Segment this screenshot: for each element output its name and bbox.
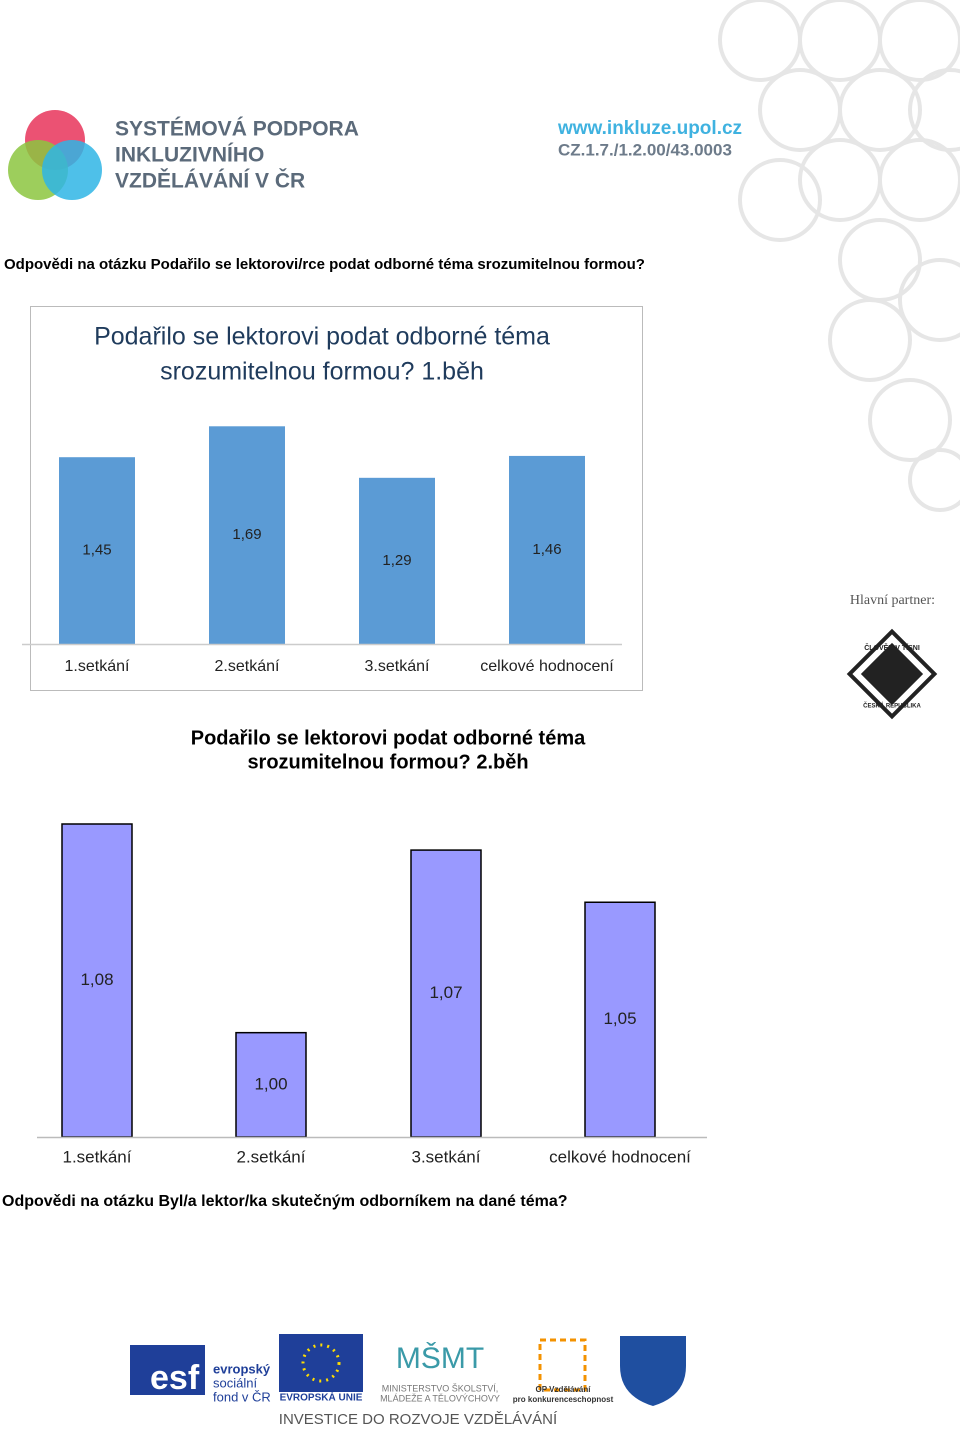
footer-text: sociální — [213, 1375, 257, 1390]
x-tick-label: 2.setkání — [215, 658, 280, 675]
data-label: 1,07 — [429, 983, 462, 1002]
logo-line: INKLUZIVNÍHO — [115, 144, 264, 167]
data-label: 1,69 — [232, 526, 261, 543]
chart-title: srozumitelnou formou? 1.běh — [160, 358, 484, 386]
bar — [209, 426, 285, 644]
data-label: 1,29 — [382, 552, 411, 569]
esf-logo: esf — [150, 1359, 200, 1397]
partner-logo-text: ČESKÁ REPUBLIKA — [863, 703, 921, 710]
bar — [61, 823, 133, 1138]
header-code: CZ.1.7./1.2.00/43.0003 — [558, 140, 732, 159]
footer-logos — [130, 1334, 686, 1406]
x-tick-label: 3.setkání — [365, 658, 430, 675]
data-label: 1,05 — [603, 1009, 636, 1028]
footer-text: evropský — [213, 1361, 271, 1376]
footer-text: pro konkurenceschopnost — [513, 1395, 614, 1404]
bar — [359, 477, 435, 644]
footer-text: MLÁDEŽE A TĚLOVÝCHOVY — [380, 1393, 500, 1403]
header-logo — [8, 110, 102, 200]
data-label: 1,46 — [532, 541, 561, 558]
x-tick-label: 1.setkání — [65, 658, 130, 675]
data-label: 1,00 — [254, 1074, 287, 1093]
logo-line: VZDĚLÁVÁNÍ V ČR — [115, 169, 305, 193]
x-tick-label: celkové hodnocení — [480, 658, 614, 675]
partner-logo-text: ČLOVĚK V TÍSNI — [864, 643, 920, 652]
decor-pattern — [718, 0, 960, 512]
partner-label: Hlavní partner: — [850, 593, 935, 608]
x-tick-label: celkové hodnocení — [549, 1147, 691, 1166]
question: Odpovědi na otázku Podařilo se lektorovi… — [4, 256, 645, 273]
x-tick-label: 1.setkání — [63, 1147, 132, 1166]
footer-text: OP Vzdělávání — [536, 1385, 592, 1394]
header-url: www.inkluze.upol.cz — [557, 118, 742, 139]
footer-text: EVROPSKÁ UNIE — [280, 1391, 363, 1404]
bar — [59, 457, 135, 644]
footer-text: MINISTERSTVO ŠKOLSTVÍ, — [382, 1383, 499, 1393]
footer-text: MŠMT — [396, 1341, 484, 1375]
x-tick-label: 3.setkání — [412, 1147, 481, 1166]
bar — [584, 901, 656, 1138]
footer-slogan: INVESTICE DO ROZVOJE VZDĚLÁVÁNÍ — [279, 1411, 558, 1428]
logo-line: SYSTÉMOVÁ PODPORA — [115, 118, 359, 141]
bar — [509, 455, 585, 644]
chart-title: srozumitelnou formou? 2.běh — [247, 751, 528, 773]
partner-logo — [846, 628, 938, 720]
data-label: 1,45 — [82, 542, 111, 559]
x-tick-label: 2.setkání — [237, 1147, 306, 1166]
bar — [410, 849, 482, 1138]
chart-title: Podařilo se lektorovi podat odborné téma — [191, 727, 586, 749]
question: Odpovědi na otázku Byl/a lektor/ka skute… — [2, 1193, 567, 1210]
chart-title: Podařilo se lektorovi podat odborné téma — [94, 323, 550, 351]
data-label: 1,08 — [80, 970, 113, 989]
footer-text: fond v ČR — [213, 1389, 271, 1404]
